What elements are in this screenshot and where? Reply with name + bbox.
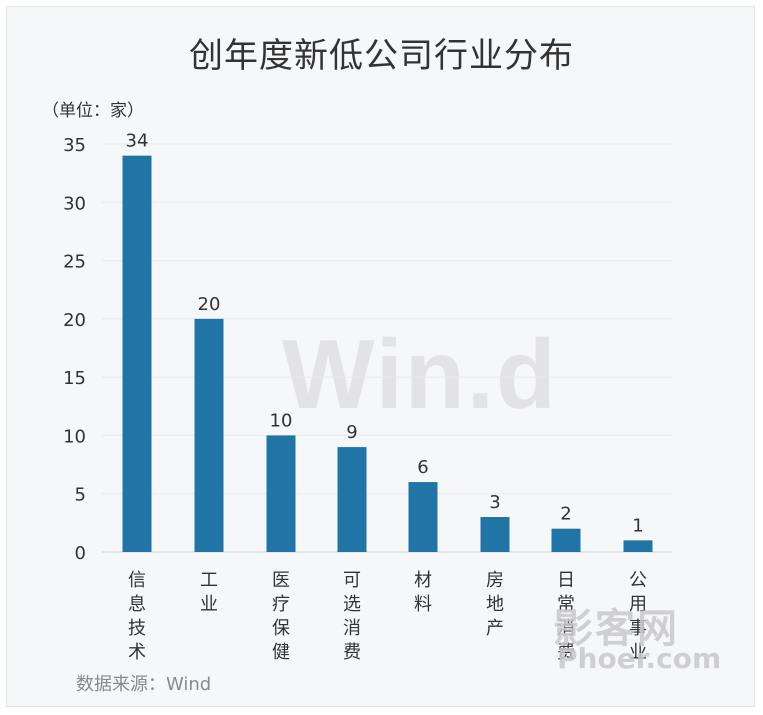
chart-title: 创年度新低公司行业分布 <box>189 36 574 76</box>
data-label: 34 <box>126 131 149 152</box>
bar <box>623 540 653 552</box>
x-tick-label: 材料 <box>414 570 432 615</box>
x-tick-label: 公用事业 <box>629 570 647 663</box>
unit-label: （单位：家） <box>42 101 144 121</box>
bar <box>122 155 152 552</box>
data-source: 数据来源：Wind <box>76 674 212 695</box>
y-tick-label: 20 <box>63 310 86 331</box>
data-label: 2 <box>560 504 571 525</box>
y-tick-label: 35 <box>63 135 86 156</box>
y-tick-label: 5 <box>75 485 86 506</box>
x-tick-label: 工业 <box>200 570 218 615</box>
bar <box>480 517 510 552</box>
data-label: 9 <box>346 422 357 443</box>
data-label: 3 <box>489 492 500 513</box>
x-tick-label: 日常消费 <box>557 570 575 663</box>
bar <box>408 482 438 552</box>
data-label: 1 <box>632 515 643 536</box>
x-tick-label: 医疗保健 <box>272 570 290 663</box>
x-tick-label: 房地产 <box>486 570 504 639</box>
data-label: 6 <box>417 457 428 478</box>
data-label: 10 <box>270 410 293 431</box>
phoer-logo-watermark: 影客网 <box>553 606 679 652</box>
phoer-url-watermark: Phoer.com <box>557 642 722 675</box>
y-tick-label: 30 <box>63 193 86 214</box>
data-label: 20 <box>198 294 221 315</box>
bar <box>194 318 224 552</box>
wind-watermark: Win.d <box>282 319 558 429</box>
x-tick-label: 信息技术 <box>128 570 146 663</box>
y-tick-label: 15 <box>63 368 86 389</box>
bar <box>266 435 296 552</box>
y-tick-label: 10 <box>63 426 86 447</box>
bar <box>551 528 581 552</box>
y-tick-label: 0 <box>75 543 86 564</box>
x-tick-label: 可选消费 <box>343 570 361 663</box>
y-tick-label: 25 <box>63 252 86 273</box>
bar <box>337 447 367 552</box>
